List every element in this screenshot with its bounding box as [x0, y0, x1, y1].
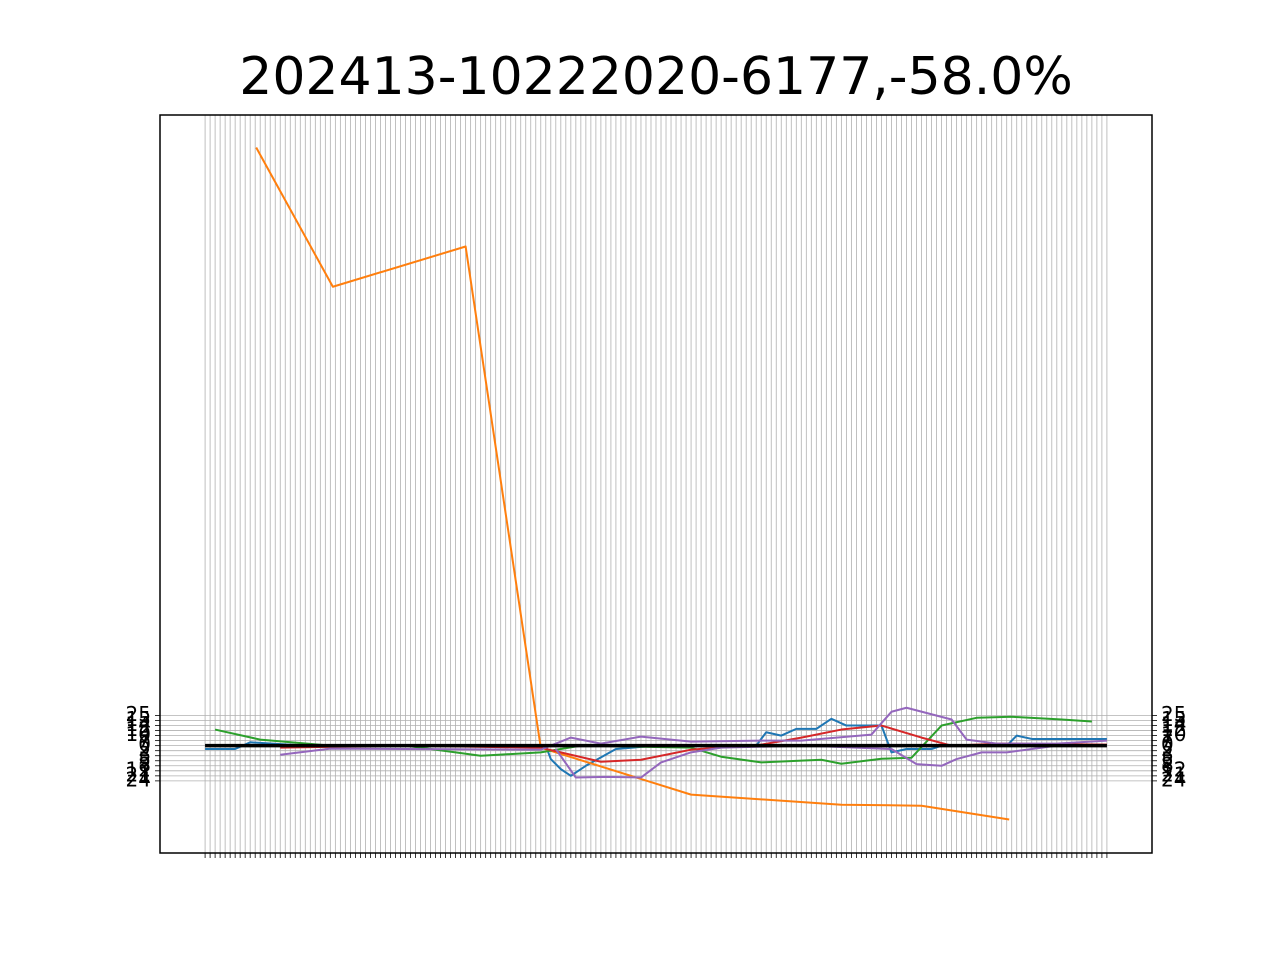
y2-tick-label: 12 — [1161, 717, 1186, 741]
y-tick-label: 10 — [126, 722, 151, 746]
y-tick-label: 24 — [126, 767, 151, 791]
y-tick-label: 12 — [126, 757, 151, 781]
y-tick-label: 25 — [126, 702, 151, 726]
y-tick-label: 2 — [138, 737, 151, 761]
y2-tick-label: 2 — [1161, 737, 1174, 761]
y2-tick-label: 25 — [1161, 702, 1186, 726]
y-tick-label: 21 — [126, 762, 151, 786]
y2-tick-label: 21 — [1161, 762, 1186, 786]
y-tick-label: 8 — [138, 752, 151, 776]
plot-frame — [159, 114, 1153, 854]
y-tick-label: 7 — [138, 727, 151, 751]
y2-tick-label: 14 — [1161, 712, 1186, 736]
y-tick-label: 15 — [126, 707, 151, 731]
y2-tick-label: 3 — [1161, 742, 1174, 766]
chart-title: 202413-10222020-6177,-58.0% — [239, 47, 1073, 107]
y-tick-label: 0 — [138, 732, 151, 756]
y-tick-label: 3 — [138, 742, 151, 766]
series-line — [255, 147, 1010, 821]
y2-tick-label: 7 — [1161, 727, 1174, 751]
y2-tick-label: 15 — [1161, 707, 1186, 731]
y2-tick-label: 0 — [1161, 732, 1174, 756]
y-tick-label: 5 — [138, 747, 151, 771]
y2-tick-label: 5 — [1161, 747, 1174, 771]
series-line — [280, 706, 1107, 756]
y-tick-label: 12 — [126, 717, 151, 741]
y2-tick-label: 8 — [1161, 752, 1174, 776]
y2-tick-label: 12 — [1161, 757, 1186, 781]
y2-tick-label: 24 — [1161, 767, 1186, 791]
y2-tick-label: 10 — [1161, 722, 1186, 746]
y-tick-label: 14 — [126, 712, 151, 736]
